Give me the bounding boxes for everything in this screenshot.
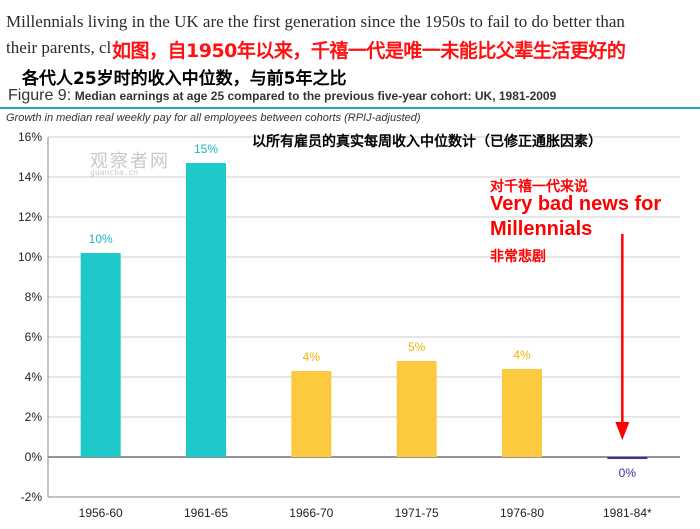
arrow-head-icon bbox=[615, 422, 630, 440]
bar-1966-70 bbox=[291, 371, 332, 457]
data-label: 10% bbox=[89, 232, 113, 246]
y-tick-label: 10% bbox=[18, 250, 42, 264]
bar-1976-80 bbox=[502, 369, 542, 457]
figure-label: Figure 9: bbox=[8, 87, 72, 104]
y-tick-label: 14% bbox=[18, 170, 42, 184]
y-tick-label: 6% bbox=[25, 330, 43, 344]
data-label: 0% bbox=[619, 466, 637, 480]
annotation-en-line1: Very bad news for bbox=[490, 193, 662, 215]
x-tick-label: 1976-80 bbox=[500, 506, 544, 520]
x-tick-label: 1981-84* bbox=[603, 506, 652, 520]
annotation-cn-top: 对千禧一代来说 bbox=[490, 179, 588, 195]
watermark-url: guancha.cn bbox=[90, 168, 139, 177]
bar-1961-65 bbox=[186, 163, 226, 457]
y-tick-label: 8% bbox=[25, 290, 43, 304]
chinese-chart-note: 以所有雇员的真实每周收入中位数计（已修正通胀因素） bbox=[252, 134, 602, 150]
y-tick-label: 12% bbox=[18, 210, 42, 224]
annotation-en-line2: Millennials bbox=[490, 218, 593, 240]
data-label: 4% bbox=[513, 348, 531, 362]
annotation-cn-bottom: 非常悲剧 bbox=[490, 249, 546, 265]
bar-1981-84- bbox=[607, 457, 648, 459]
data-label: 5% bbox=[408, 340, 426, 354]
data-label: 4% bbox=[303, 350, 321, 364]
chart-subtitle: Growth in median real weekly pay for all… bbox=[6, 112, 421, 124]
watermark-text: 观察者网 bbox=[90, 151, 170, 172]
chinese-headline: 如图，自1950年以来，千禧一代是唯一未能比父辈生活更好的 bbox=[112, 40, 626, 62]
figure-title: Figure 9: Median earnings at age 25 comp… bbox=[8, 87, 556, 105]
bar-1956-60 bbox=[80, 253, 121, 457]
header-text-line1: Millennials living in the UK are the fir… bbox=[6, 12, 625, 31]
x-tick-label: 1961-65 bbox=[184, 506, 228, 520]
chinese-subheadline: 各代人25岁时的收入中位数，与前5年之比 bbox=[22, 69, 347, 89]
figure-title-text: Median earnings at age 25 compared to th… bbox=[74, 89, 557, 103]
y-tick-label: 0% bbox=[25, 450, 43, 464]
bar-1971-75 bbox=[396, 361, 437, 457]
y-tick-label: 2% bbox=[25, 410, 43, 424]
title-rule bbox=[0, 107, 700, 109]
x-tick-label: 1956-60 bbox=[79, 506, 123, 520]
y-tick-label: -2% bbox=[21, 490, 43, 504]
y-tick-label: 4% bbox=[25, 370, 43, 384]
x-tick-label: 1966-70 bbox=[289, 506, 333, 520]
x-tick-label: 1971-75 bbox=[395, 506, 439, 520]
data-label: 15% bbox=[194, 142, 218, 156]
header-text-line2: their parents, cl bbox=[6, 38, 112, 57]
y-tick-label: 16% bbox=[18, 130, 42, 144]
